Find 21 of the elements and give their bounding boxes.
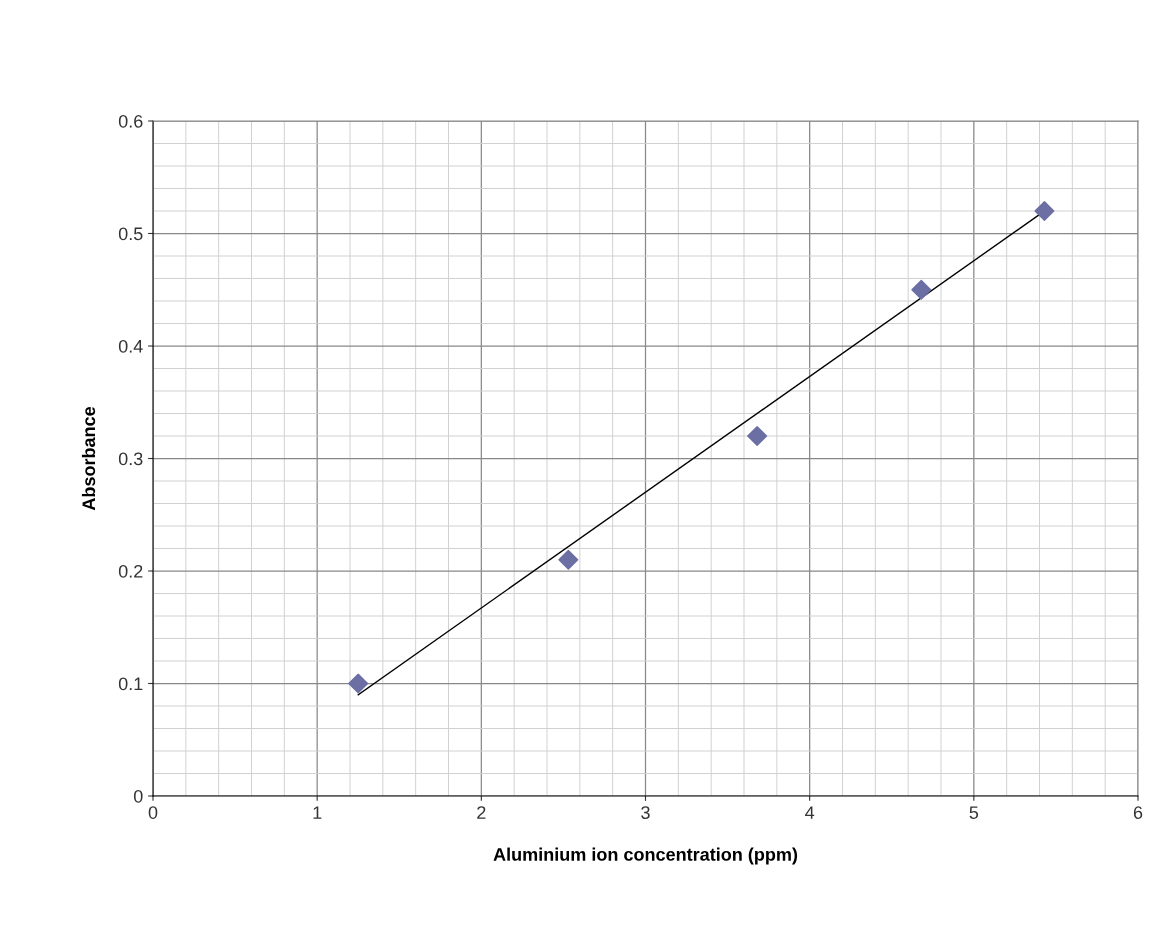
x-tick-label: 5 <box>969 806 979 819</box>
point <box>1034 200 1055 222</box>
x-axis-title: Aluminium ion concentration (ppm) <box>493 847 798 865</box>
x-tick-label: 0 <box>148 806 158 819</box>
x-tick-label: 3 <box>641 806 650 819</box>
x-tick-label: 2 <box>477 806 486 819</box>
point <box>348 673 369 694</box>
point <box>911 279 932 300</box>
x-tick-label: 1 <box>313 806 322 819</box>
point <box>747 425 768 447</box>
y-tick-label: 0.5 <box>118 227 143 241</box>
x-tick-label: 4 <box>805 806 815 819</box>
y-tick-label: 0.1 <box>118 677 143 691</box>
y-tick-label: 0.4 <box>118 339 143 353</box>
y-tick-label: 0 <box>133 789 143 803</box>
y-tick-label: 0.2 <box>118 564 143 578</box>
y-tick-label: 0.3 <box>118 452 143 466</box>
point <box>558 549 579 570</box>
x-tick-label: 6 <box>1133 806 1143 819</box>
y-axis-title: Absorbance <box>81 406 96 511</box>
y-tick-label: 0.6 <box>118 114 143 128</box>
